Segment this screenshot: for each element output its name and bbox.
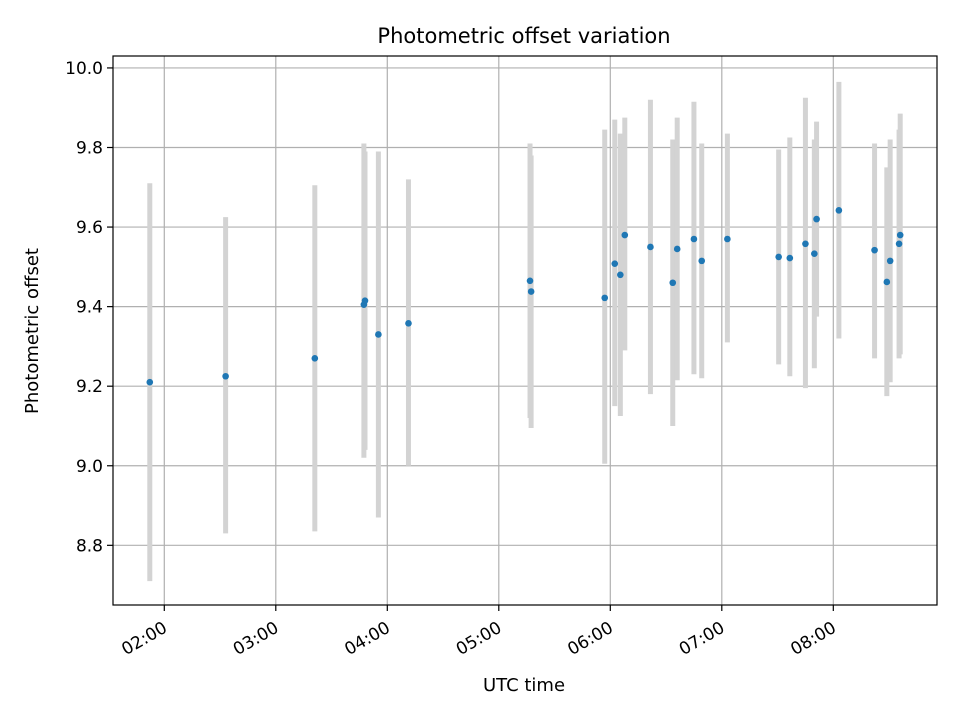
data-point [673, 245, 681, 253]
data-point [669, 279, 677, 287]
data-point [896, 231, 904, 239]
data-point [724, 235, 731, 243]
data-point [886, 257, 894, 265]
data-point [601, 294, 609, 302]
data-point [786, 254, 794, 262]
data-point [883, 278, 891, 286]
data-point [802, 240, 809, 248]
data-point [811, 250, 818, 258]
data-point [690, 235, 698, 243]
data-point [617, 271, 624, 279]
data-point [871, 246, 878, 254]
data-point [611, 260, 619, 267]
data-point [222, 372, 229, 380]
data-point [895, 240, 903, 248]
data-point [647, 243, 654, 251]
data-point [621, 231, 629, 239]
data-point [146, 378, 154, 386]
data-point [775, 253, 782, 261]
y-tick-label: 9.4 [76, 298, 103, 318]
x-axis-label: UTC time [483, 675, 565, 696]
data-point [698, 257, 706, 265]
data-point [813, 215, 820, 223]
data-point [526, 277, 534, 285]
y-tick-label: 9.6 [76, 218, 103, 238]
data-point [375, 331, 382, 338]
chart-title: Photometric offset variation [377, 24, 670, 48]
data-point [311, 355, 319, 362]
data-point [361, 297, 369, 304]
y-axis-label: Photometric offset [22, 248, 43, 414]
y-tick-label: 9.0 [76, 457, 103, 477]
grid-lines [113, 56, 937, 605]
y-tick-label: 10.0 [65, 59, 103, 79]
y-tick-label: 9.8 [76, 139, 103, 159]
data-point [527, 288, 535, 295]
y-tick-label: 8.8 [76, 536, 103, 556]
y-tick-label: 9.2 [76, 377, 103, 397]
data-point [835, 207, 843, 214]
data-points [146, 207, 904, 386]
data-point [405, 320, 412, 327]
plot-frame [112, 55, 938, 606]
